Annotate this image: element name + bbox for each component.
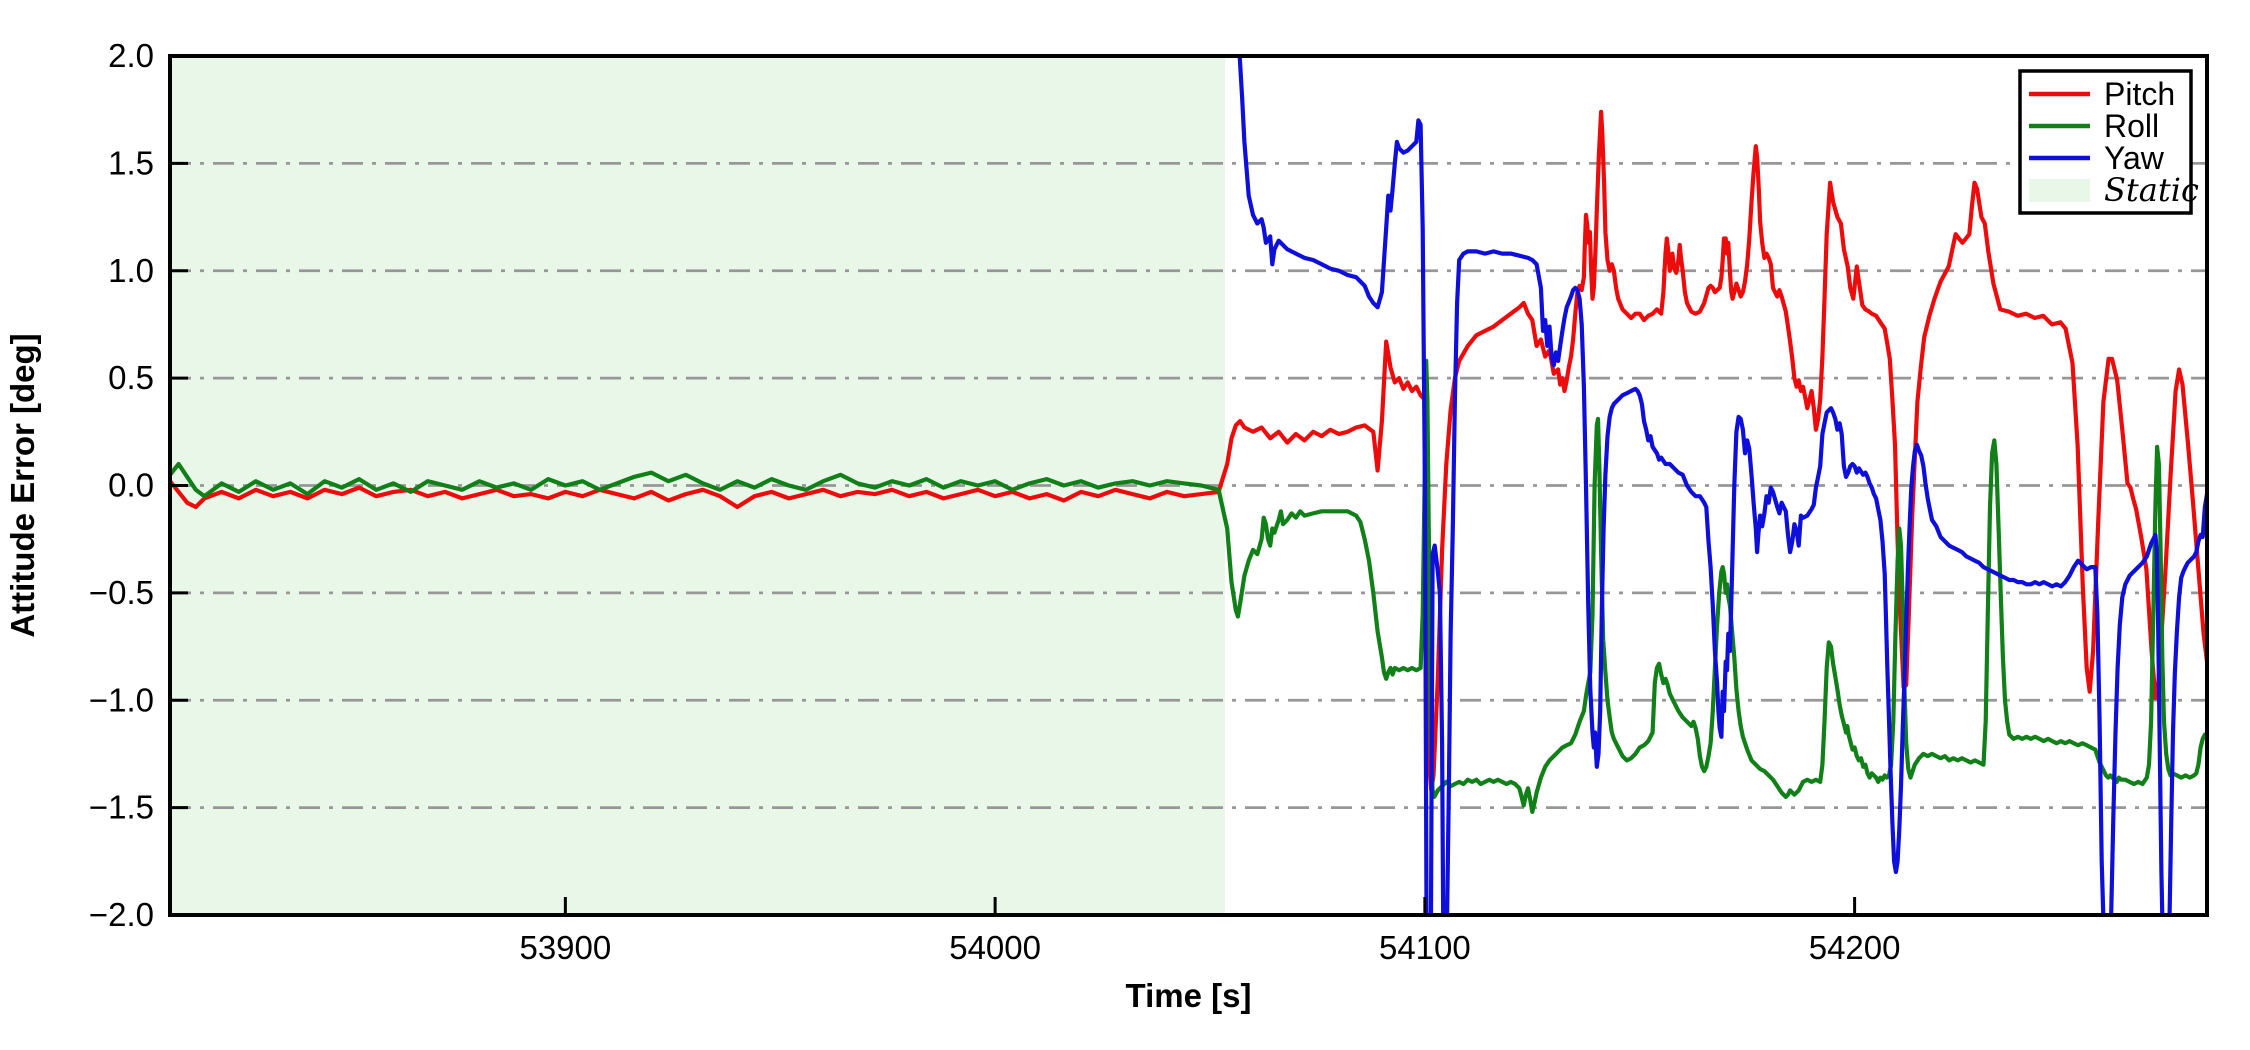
legend-label-yaw: Yaw bbox=[2104, 140, 2165, 176]
y-tick-label--1: −1.0 bbox=[89, 681, 154, 718]
y-tick-label-2: 2.0 bbox=[108, 37, 154, 74]
y-tick-label-0: 0.0 bbox=[108, 467, 154, 504]
x-tick-label-54100: 54100 bbox=[1379, 929, 1471, 966]
x-tick-label-53900: 53900 bbox=[519, 929, 611, 966]
legend-label-roll: Roll bbox=[2104, 108, 2159, 144]
series-roll-line bbox=[170, 358, 2207, 815]
x-tick-label-54200: 54200 bbox=[1809, 929, 1901, 966]
y-tick-label-1: 1.0 bbox=[108, 252, 154, 289]
y-tick-label-0.5: 0.5 bbox=[108, 359, 154, 396]
legend-swatch-static bbox=[2029, 179, 2090, 202]
plot-border bbox=[168, 54, 2209, 917]
y-tick-label--2: −2.0 bbox=[89, 896, 154, 933]
x-axis-title: Time [s] bbox=[1126, 977, 1252, 1014]
legend-label-pitch: Pitch bbox=[2104, 76, 2175, 112]
y-axis-title: Attitude Error [deg] bbox=[4, 333, 41, 637]
y-tick-label--1.5: −1.5 bbox=[89, 789, 154, 826]
y-tick-label--0.5: −0.5 bbox=[89, 574, 154, 611]
legend-label-static: Static bbox=[2104, 171, 2199, 209]
series-yaw-line bbox=[1237, 56, 2207, 915]
y-tick-label-1.5: 1.5 bbox=[108, 144, 154, 181]
x-tick-label-54000: 54000 bbox=[949, 929, 1041, 966]
series-pitch-line bbox=[170, 109, 2207, 793]
